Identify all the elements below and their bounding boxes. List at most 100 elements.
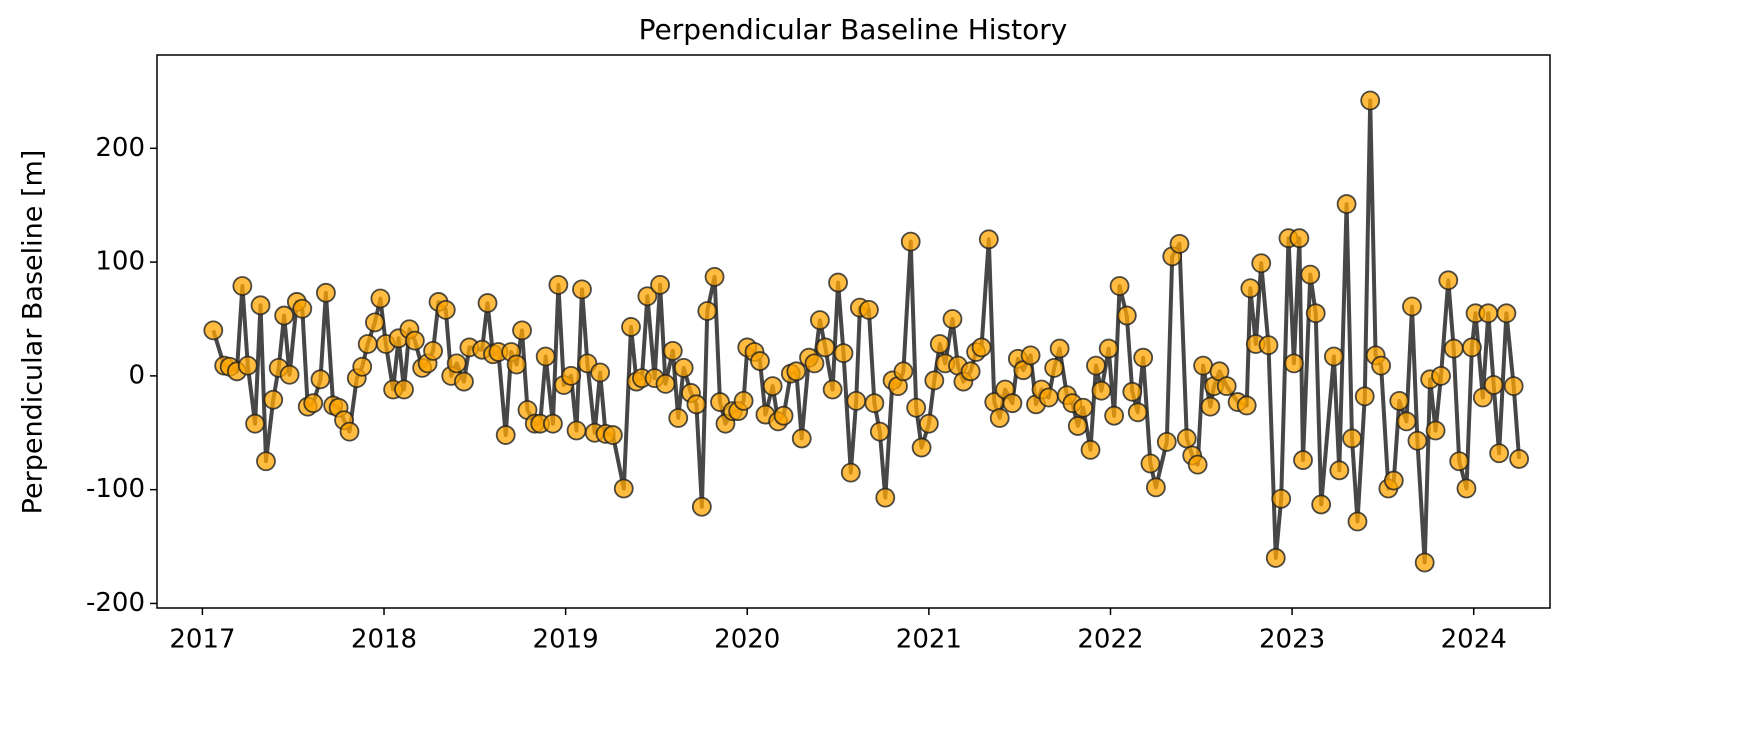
data-point [1038, 387, 1059, 408]
data-point [548, 274, 569, 295]
data-point [918, 413, 939, 434]
data-point [1289, 228, 1310, 249]
data-point [989, 408, 1010, 428]
data-point [310, 369, 331, 390]
data-point [1193, 355, 1214, 376]
data-point [1329, 460, 1350, 481]
data-point [621, 317, 641, 337]
data-point [704, 266, 725, 287]
data-point [232, 276, 253, 296]
data-point [1067, 416, 1088, 436]
data-point [1091, 380, 1112, 401]
data-point [1127, 402, 1148, 423]
data-point [512, 320, 532, 341]
data-point [828, 272, 848, 293]
data-point [773, 405, 794, 426]
data-point [1300, 264, 1321, 285]
data-point [1240, 278, 1261, 299]
data-point [274, 305, 295, 326]
data-point [446, 353, 467, 374]
data-point [1347, 511, 1368, 532]
data-point [1407, 430, 1428, 451]
y-tick-label: -100 [86, 474, 145, 504]
data-point [637, 286, 658, 307]
data-point [1073, 397, 1094, 418]
data-point [840, 462, 861, 483]
y-axis-label: Perpendicular Baseline [m] [18, 150, 49, 515]
plot-frame [156, 54, 1551, 609]
x-tick-label: 2018 [351, 625, 417, 655]
data-point [1305, 303, 1326, 324]
data-point [1489, 443, 1510, 464]
data-point [1049, 338, 1070, 359]
data-point [316, 282, 336, 303]
data-point [1271, 488, 1292, 509]
data-point [810, 310, 830, 331]
data-point [924, 370, 945, 391]
data-point [1354, 386, 1375, 407]
data-point [1133, 347, 1154, 368]
data-point [370, 288, 391, 309]
data-point [893, 361, 914, 382]
data-point [1258, 335, 1279, 356]
data-point [1098, 338, 1119, 359]
data-point [791, 428, 812, 449]
data-point [804, 353, 825, 374]
data-point [978, 229, 999, 250]
data-point [1396, 411, 1417, 432]
y-tick-label: 0 [128, 360, 145, 390]
data-point [662, 340, 683, 361]
data-point [1414, 552, 1435, 573]
data-point [404, 330, 425, 351]
y-tick-label: 100 [95, 247, 145, 277]
data-point [864, 393, 885, 414]
data-point [650, 274, 670, 295]
data-point [846, 391, 867, 411]
data-point [1360, 90, 1381, 111]
data-point [875, 487, 896, 508]
data-point [1002, 393, 1023, 414]
data-point [1169, 233, 1190, 254]
data-point [279, 364, 300, 385]
data-point [237, 355, 258, 376]
x-tick-label: 2021 [896, 625, 962, 655]
data-point [1140, 453, 1161, 474]
data-point [1200, 396, 1221, 417]
y-tick-label: -200 [86, 588, 145, 618]
data-point [1284, 353, 1304, 374]
data-point [1323, 346, 1344, 367]
data-point [1449, 451, 1470, 472]
data-point [786, 361, 807, 382]
data-point [1402, 296, 1422, 317]
data-point [561, 365, 581, 386]
data-point [394, 379, 414, 400]
data-point [352, 356, 373, 377]
data-point [1145, 477, 1166, 498]
chart-title: Perpendicular Baseline History [639, 13, 1068, 46]
data-point [339, 421, 360, 442]
data-point [686, 394, 707, 415]
data-point [477, 293, 498, 313]
data-point [822, 379, 843, 400]
data-point [203, 320, 224, 341]
data-point [1265, 548, 1286, 568]
data-point [1438, 270, 1459, 291]
data-point [303, 393, 324, 414]
x-tick-label: 2017 [169, 625, 235, 655]
data-point [1236, 395, 1257, 416]
data-point [1122, 381, 1143, 402]
data-point [590, 362, 611, 383]
data-point [245, 413, 265, 434]
data-point [1104, 405, 1125, 426]
data-point [942, 309, 963, 329]
data-point [506, 354, 527, 375]
data-point [1156, 431, 1177, 452]
data-point [1462, 337, 1482, 358]
data-point [733, 391, 754, 411]
data-point [566, 420, 587, 441]
data-point [1383, 470, 1404, 491]
data-point [602, 425, 623, 445]
data-point [250, 295, 271, 316]
data-point [750, 351, 770, 371]
